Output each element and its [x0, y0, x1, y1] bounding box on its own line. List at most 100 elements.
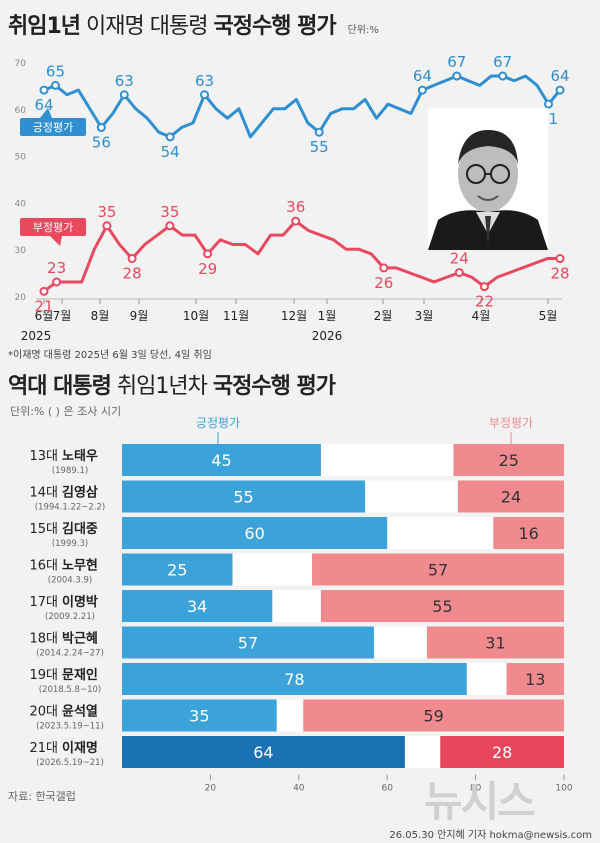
data-label: 35 — [160, 203, 179, 221]
row-name: 이재명 — [62, 740, 98, 756]
row-name: 윤석열 — [62, 704, 98, 720]
data-label: 21 — [34, 297, 53, 315]
data-point — [102, 221, 112, 231]
bar-positive — [122, 553, 233, 586]
data-point — [96, 123, 106, 133]
bar-positive-label: 25 — [167, 561, 187, 580]
data-point — [127, 254, 137, 264]
section-title-a: 역대 대통령 — [8, 374, 112, 399]
x-tick-label: 1월 — [318, 309, 337, 323]
bar-negative — [457, 480, 564, 513]
year-label: 2025 — [21, 329, 52, 343]
data-point — [50, 80, 60, 90]
section-title-c: 국정수행 평가 — [212, 374, 336, 399]
row-term: 21대 — [29, 741, 58, 756]
bar-positive — [122, 444, 321, 476]
data-label: 56 — [92, 134, 111, 152]
row-term: 14대 — [29, 486, 58, 501]
data-label: 24 — [450, 250, 469, 268]
legend-negative: 부정평가 — [489, 416, 533, 430]
row-name: 김대중 — [62, 522, 98, 537]
data-point — [39, 85, 49, 95]
data-label: 22 — [475, 293, 494, 311]
data-point — [203, 249, 213, 259]
bar-positive — [122, 590, 273, 622]
x-tick-label: 40 — [293, 784, 305, 794]
x-tick-label: 60 — [381, 784, 393, 794]
unit-label: 단위:% — [347, 25, 379, 36]
x-tick-label: 6월 — [35, 309, 54, 323]
x-tick-label: 3월 — [415, 309, 434, 323]
data-label: 63 — [195, 72, 214, 90]
row-term: 17대 — [29, 595, 58, 610]
data-label: 65 — [46, 62, 65, 80]
data-label: 36 — [286, 198, 305, 216]
year-label: 2026 — [312, 329, 343, 343]
data-label: 54 — [161, 143, 180, 161]
portrait-illustration — [428, 108, 548, 250]
data-label: 28 — [550, 265, 569, 283]
row-name: 문재인 — [62, 667, 98, 683]
data-point — [555, 85, 565, 95]
data-point — [555, 254, 565, 264]
x-tick-label: 7월 — [53, 309, 72, 323]
president-portrait — [428, 108, 548, 250]
data-label: 28 — [123, 265, 142, 283]
row-term: 19대 — [29, 668, 58, 683]
bar-positive-label: 45 — [211, 451, 231, 470]
legend-label: 부정평가 — [33, 221, 73, 234]
bar-positive-label: 78 — [284, 670, 304, 689]
x-tick-label: 11월 — [223, 309, 249, 323]
data-point — [119, 90, 129, 100]
newsis-logo: 뉴시스 — [424, 777, 536, 826]
bar-chart: 긍정평가 부정평가 13대 노태우 (1989.1) 45 25 14대 김영삼 (1994.1.… — [29, 416, 572, 794]
row-period: (1994.1.22~2.2) — [35, 503, 106, 513]
data-point — [479, 282, 489, 292]
row-term: 15대 — [29, 522, 58, 537]
row-period: (2026.5.19~21) — [36, 758, 104, 768]
data-point — [165, 132, 175, 142]
row-period: (1989.1) — [52, 466, 88, 476]
bar-negative — [312, 553, 564, 586]
y-tick-label: 60 — [15, 106, 27, 116]
legend-positive: 긍정평가 — [196, 416, 240, 430]
row-term: 16대 — [29, 559, 58, 574]
data-label: 26 — [374, 274, 393, 292]
row-name: 김영삼 — [62, 485, 98, 501]
row-term: 18대 — [29, 632, 58, 647]
bar-negative — [506, 663, 564, 695]
x-tick-label: 9월 — [130, 309, 149, 323]
row-name: 박근혜 — [62, 631, 98, 647]
section-title: 역대 대통령 취임1년차 국정수행 평가 — [8, 368, 336, 400]
bar-positive — [122, 699, 277, 732]
bar-negative-label: 31 — [485, 634, 505, 653]
data-point — [452, 71, 462, 81]
bar-negative-label: 25 — [499, 451, 519, 470]
data-label: 67 — [447, 53, 466, 71]
legend-label: 긍정평가 — [33, 121, 73, 134]
bar-negative-label: 13 — [525, 670, 545, 689]
data-label: 67 — [493, 53, 512, 71]
x-tick-label: 20 — [205, 784, 217, 794]
line-chart: 20 30 40 50 60 70 6월 7월 8월 9월 10월 11월 12월 1월 2월 3월 4월 5월 2… — [15, 53, 570, 343]
x-tick-label: 10월 — [183, 309, 209, 323]
data-point — [291, 216, 301, 226]
bar-positive-label: 60 — [244, 524, 264, 543]
x-tick-label: 4월 — [472, 309, 491, 323]
bar-positive-label: 64 — [253, 743, 273, 762]
data-point — [39, 286, 49, 296]
x-tick-label: 100 — [555, 784, 572, 794]
bar-positive-label: 57 — [238, 634, 258, 653]
data-label: 64 — [550, 67, 569, 85]
bar-positive — [122, 736, 405, 768]
data-label: 64 — [413, 67, 432, 85]
row-period: (1999.3) — [52, 539, 88, 549]
bar-negative-label: 57 — [428, 561, 448, 580]
data-point — [165, 221, 175, 231]
legend-pointer — [40, 108, 52, 118]
data-point — [200, 90, 210, 100]
data-point — [454, 268, 464, 278]
data-label: 63 — [115, 72, 134, 90]
x-tick-label: 8월 — [91, 309, 110, 323]
data-label: 35 — [97, 203, 116, 221]
